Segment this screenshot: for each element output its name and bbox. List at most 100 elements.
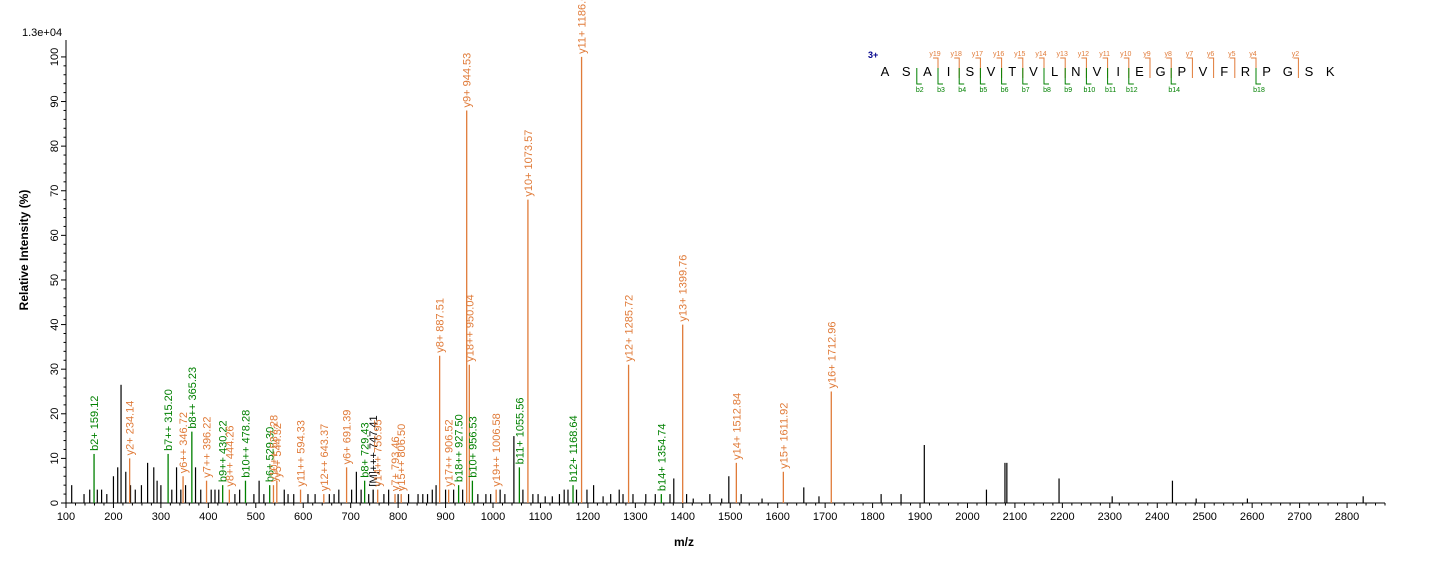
y-ion-label: y16 [993,51,1004,58]
peak-label: b18++ 927.50 [454,414,466,482]
y-ion-label: y12 [1078,51,1089,58]
peak-label: y11++ 594.33 [296,420,308,486]
peak-label: b8++ 365.23 [187,367,199,429]
y-tick-label: 0 [49,500,61,506]
y-tick-label: 80 [49,140,61,152]
y-ion-bracket [1017,57,1024,78]
y-ion-label: y14 [1035,51,1046,58]
x-tick-label: 400 [199,511,217,523]
y-tick-label: 50 [49,274,61,286]
y-ion-bracket [975,57,981,78]
sequence-residue: S [965,64,974,79]
x-tick-label: 1500 [718,511,742,523]
x-tick-label: 1400 [671,511,695,523]
sequence-residue: S [1305,64,1314,79]
x-tick-label: 2700 [1287,511,1311,523]
b-ion-label: b8 [1043,87,1051,94]
y-ion-label: y15 [1014,51,1025,58]
peak-label: y19++ 1006.58 [491,413,503,486]
peak-label: y9+ 944.53 [462,53,474,108]
b-ion-bracket [1085,68,1092,85]
peak-label: y14+ 1512.84 [731,393,743,460]
y-tick-label: 20 [49,408,61,420]
x-tick-label: 1900 [908,511,932,523]
x-tick-label: 200 [104,511,122,523]
b-ion-bracket [1255,68,1261,85]
axes: 100 200 300 400 500 600 700 800 900 1000 1100 1200 1… [49,40,1386,523]
b-ion-label: b4 [958,87,966,94]
x-tick-label: 2000 [955,511,979,523]
x-tick-label: 800 [389,511,407,523]
sequence-residue: S [902,64,911,79]
b-ion-label: b6 [1001,87,1009,94]
b-ion-bracket [1022,68,1028,85]
x-tick-label: 1200 [576,511,600,523]
x-tick-label: 900 [436,511,454,523]
y-ion-label: y13 [1057,51,1068,58]
peak-label: y17++ 906.52 [444,419,456,486]
y-ion-label: y6 [1207,51,1215,58]
peak-label: y7++ 396.22 [202,417,214,478]
peak-label: y12++ 643.37 [319,424,331,491]
x-tick-label: 1000 [481,511,505,523]
sequence-residue: F [1220,64,1228,79]
y-ion-bracket [1166,57,1172,78]
y-ion-bracket [1208,57,1215,78]
y-ion-bracket [1229,57,1236,78]
peak-label: y6+ 691.39 [342,410,354,465]
peak-label: y5+ 544.32 [272,423,284,478]
intensity-scale-label: 1.3e+04 [22,27,62,39]
peak-label: b12+ 1168.64 [568,415,580,482]
y-ion-label: y7 [1186,51,1194,58]
b-ion-bracket [1107,68,1113,85]
b-ion-label: b14 [1168,87,1180,94]
sequence-residue: R [1241,64,1250,79]
x-tick-label: 1600 [765,511,789,523]
y-tick-label: 10 [49,452,61,464]
sequence-residue: P [1177,64,1186,79]
y-tick-label: 70 [49,185,61,197]
y-ion-bracket [954,57,960,78]
b-ion-bracket [1001,68,1007,85]
y-ion-bracket [1102,57,1109,78]
y-ion-label: y4 [1249,51,1257,58]
x-tick-label: 2100 [1003,511,1027,523]
y-ion-label: y11 [1099,51,1110,58]
peak-label: y8+ 887.51 [435,298,447,353]
x-tick-label: 100 [57,511,75,523]
peak-label: y18++ 950.04 [464,294,476,361]
peak-label: b6+ 529.30 [265,427,277,482]
y-ion-label: y17 [972,51,983,58]
x-tick-label: 600 [294,511,312,523]
x-tick-label: 1300 [623,511,647,523]
y-ion-label: y9 [1143,51,1151,58]
b-ion-label: b9 [1064,87,1072,94]
peak-label: y7+ 793.46 [390,436,402,491]
x-tick-label: 1100 [529,511,553,523]
y-ion-bracket [1187,57,1193,78]
sequence-residue: I [947,64,951,79]
peak-label: b2+ 159.12 [89,396,101,451]
charge-label: 3+ [868,50,878,60]
peak-label: y13+ 1399.76 [678,255,690,322]
peak-label: y6++ 346.72 [178,412,190,473]
b-ion-label: b2 [916,87,924,94]
y-ion-bracket [1039,57,1045,78]
x-tick-label: 2200 [1050,511,1074,523]
y-ion-bracket [1060,57,1066,78]
sequence-residue: V [1029,64,1038,79]
b-ion-label: b11 [1105,87,1116,94]
peak-label: y2+ 234.14 [125,401,137,456]
b-ion-bracket [916,68,922,85]
peak-label: y11+ 1186.66 [577,0,589,54]
y-ion-label: y2 [1292,51,1300,58]
peak-label: b14+ 1354.74 [656,423,668,491]
b-ion-label: b12 [1126,87,1138,94]
peak-label: [M]+++ 747.41 [368,415,380,486]
y-ion-bracket [1145,57,1151,78]
y-tick-label: 30 [49,363,61,375]
peak-label: y16+ 1712.96 [826,321,838,388]
x-tick-label: 2500 [1192,511,1216,523]
peak-label: y10+ 1073.57 [523,130,535,197]
